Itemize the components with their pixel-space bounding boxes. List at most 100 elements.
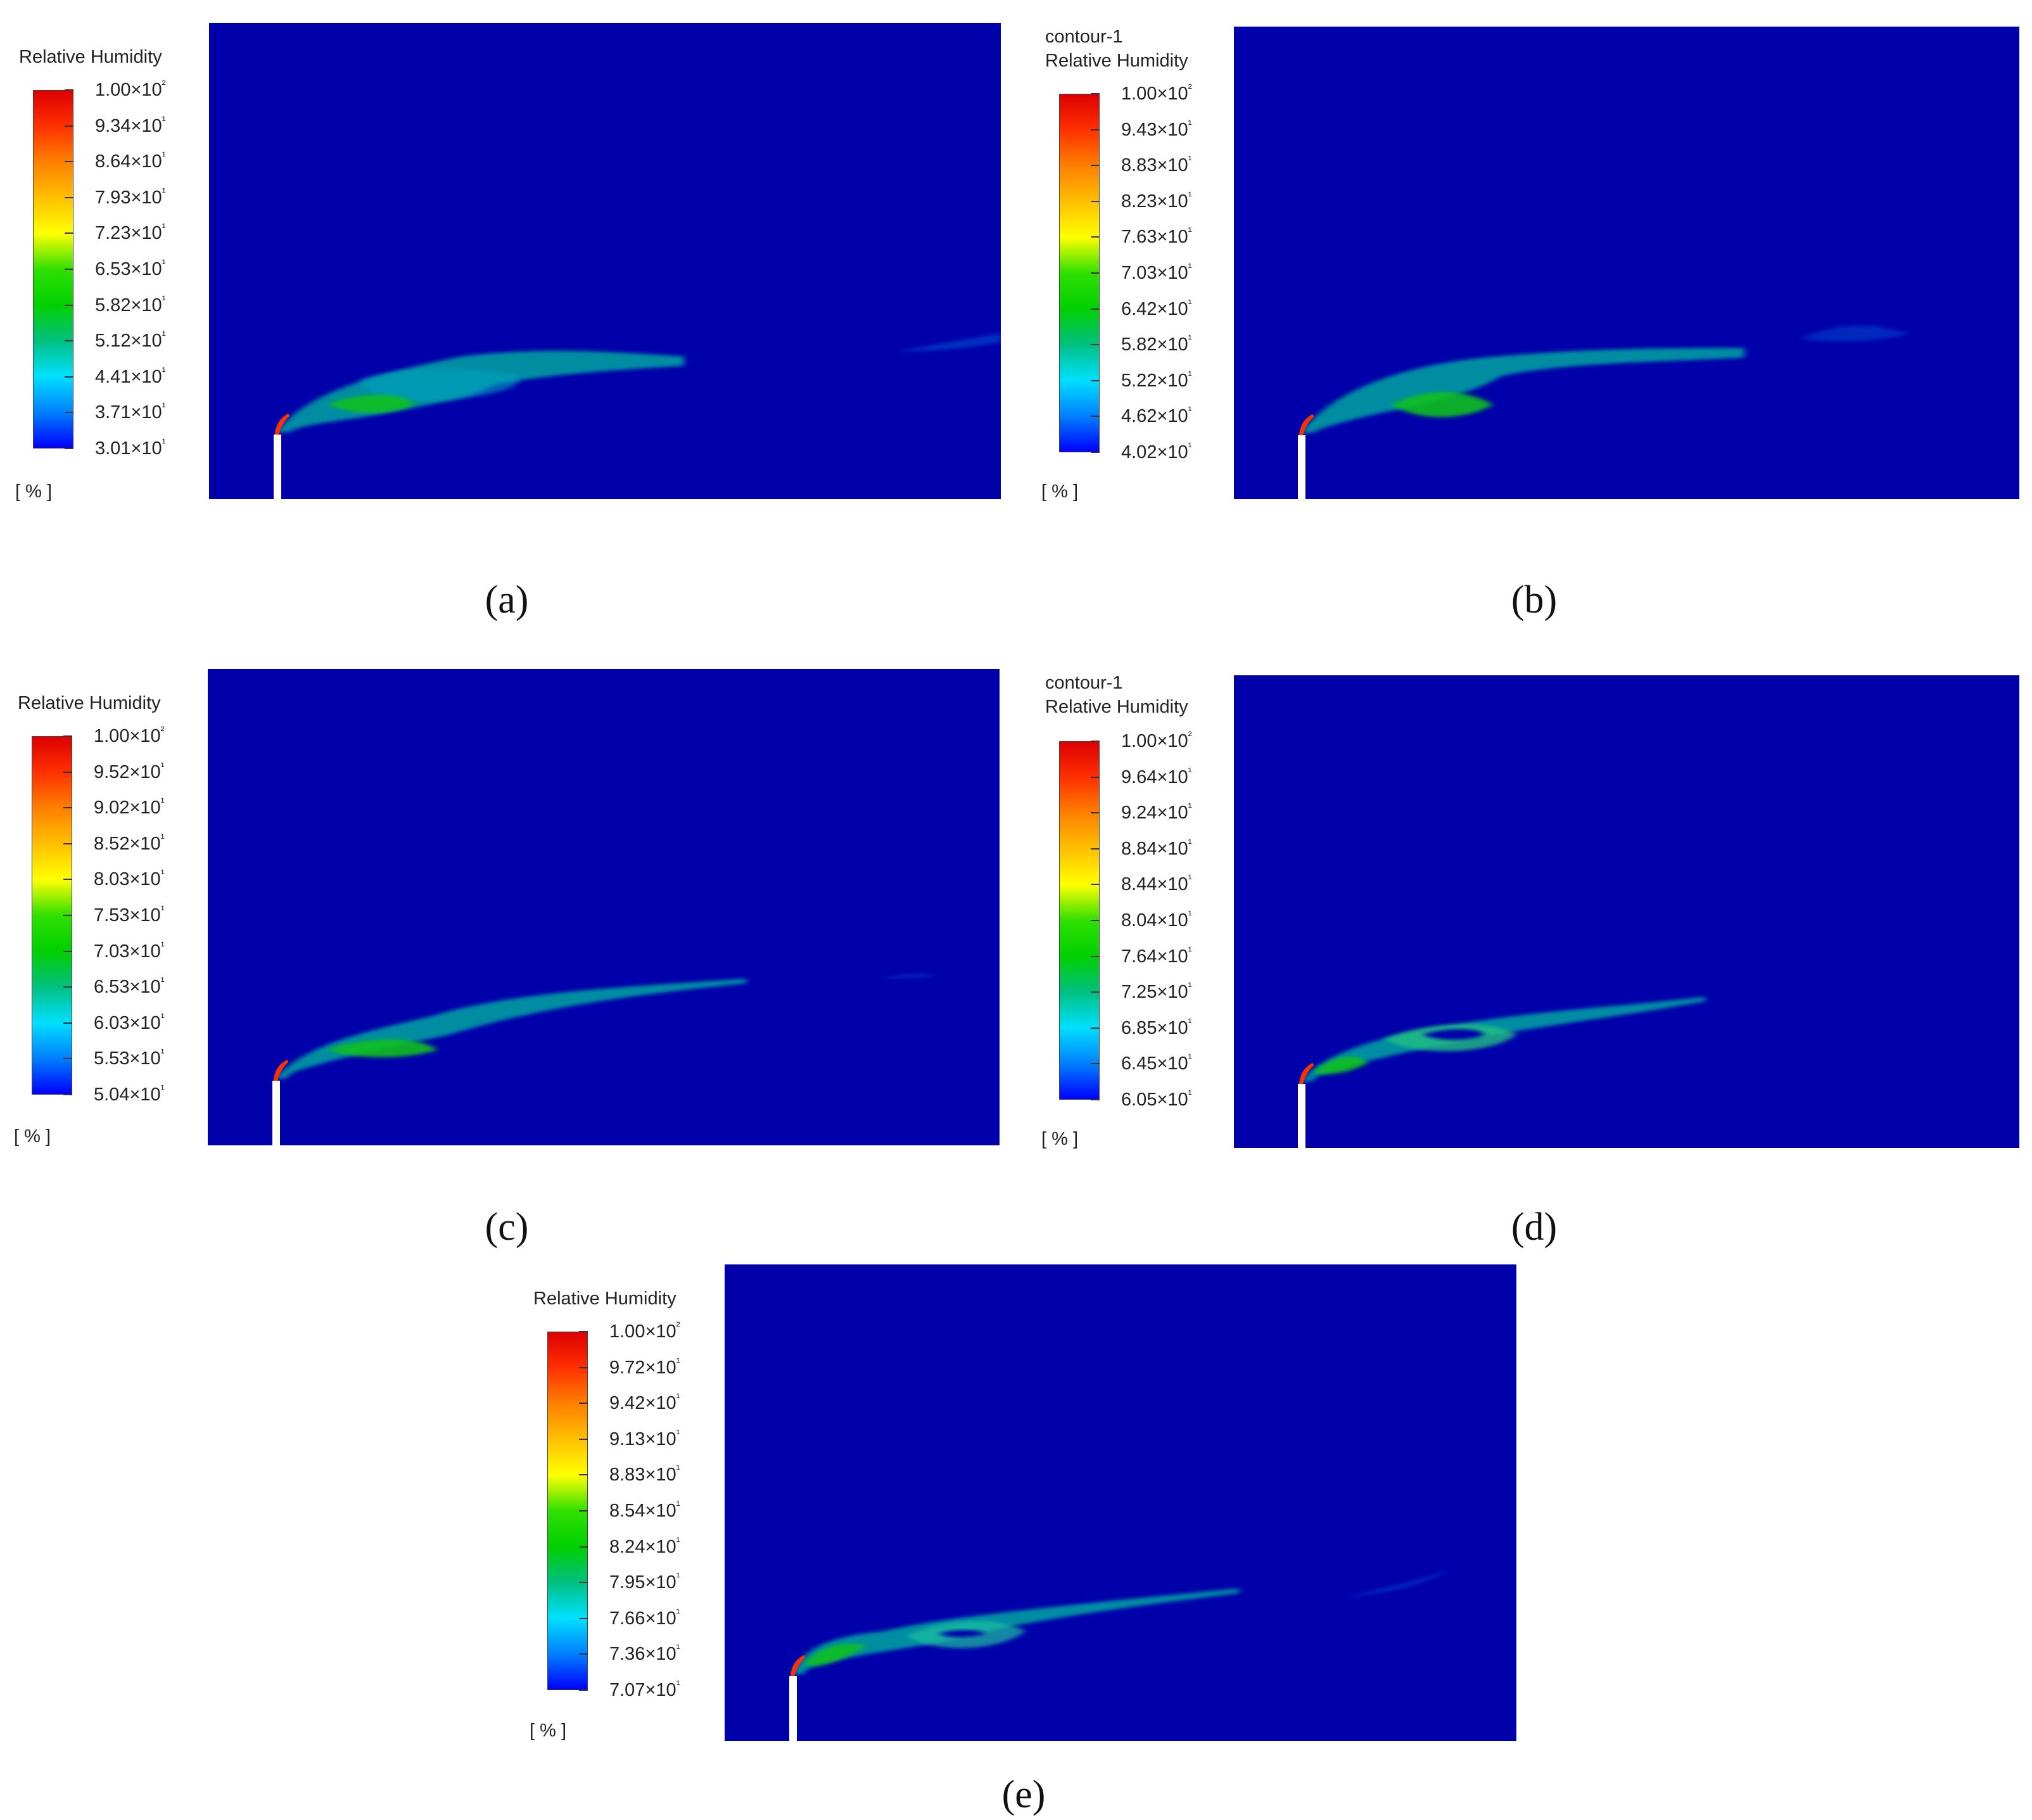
colorbar-tick-label: 8.83×10¹ — [1121, 153, 1192, 176]
panel-caption: (a) — [485, 578, 529, 621]
plume-region — [880, 974, 936, 979]
colorbar-tick — [65, 125, 73, 127]
colorbar-tick-label: 6.85×10¹ — [1121, 1015, 1192, 1038]
plume-region — [898, 332, 1001, 352]
contour-field — [725, 1264, 1516, 1741]
colorbar-tick-label: 8.64×10¹ — [95, 150, 166, 172]
colorbar-tick-label: 9.64×10¹ — [1121, 765, 1192, 787]
colorbar-tick — [1091, 991, 1100, 993]
colorbar-tick-label: 7.03×10¹ — [1121, 261, 1192, 283]
colorbar-tick — [579, 1690, 588, 1691]
panel-caption: (e) — [1001, 1773, 1046, 1816]
colorbar-tick-label: 1.00×10² — [94, 724, 165, 746]
plume-region — [1422, 1029, 1485, 1040]
colorbar-tick — [1091, 165, 1100, 167]
plume-contour — [274, 332, 1001, 435]
colorbar-tick-label: 7.63×10¹ — [1121, 225, 1192, 248]
colorbar-tick — [65, 412, 73, 414]
colorbar-tick — [1091, 920, 1100, 921]
colorbar-tick-label: 5.53×10¹ — [94, 1047, 165, 1069]
plume-contour — [1299, 996, 1705, 1085]
colorbar-tick — [63, 986, 72, 988]
colorbar-tick — [63, 1058, 72, 1060]
colorbar-tick-label: 8.04×10¹ — [1121, 908, 1192, 931]
colorbar-tick — [63, 1022, 72, 1024]
unit-label: [ % ] — [1041, 1129, 1079, 1149]
colorbar-tick-label: 5.04×10¹ — [94, 1083, 165, 1105]
colorbar-tick — [1091, 741, 1100, 742]
colorbar-tick — [579, 1582, 588, 1584]
legend-title: Relative Humidity — [18, 693, 161, 713]
colorbar-tick-label: 7.23×10¹ — [95, 221, 166, 244]
colorbar-tick-label: 8.44×10¹ — [1121, 872, 1192, 895]
colorbar-tick-label: 8.24×10¹ — [609, 1534, 680, 1557]
colorbar-tick-label: 1.00×10² — [95, 78, 166, 100]
source-hotspot — [274, 413, 290, 435]
colorbar-tick-label: 7.03×10¹ — [94, 939, 165, 962]
colorbar-tick — [579, 1438, 588, 1440]
colorbar-tick-label: 7.64×10¹ — [1121, 944, 1192, 967]
colorbar-tick-label: 7.25×10¹ — [1121, 980, 1192, 1003]
colorbar-tick-label: 5.82×10¹ — [95, 293, 166, 315]
colorbar-tick-label: 8.83×10¹ — [609, 1463, 680, 1486]
colorbar-tick-label: 5.12×10¹ — [95, 329, 166, 352]
contour-label: contour-1 — [1045, 673, 1123, 693]
colorbar-tick — [579, 1331, 588, 1332]
colorbar-tick — [579, 1474, 588, 1476]
colorbar-tick-label: 7.66×10¹ — [609, 1606, 680, 1629]
unit-label: [ % ] — [14, 1126, 51, 1147]
colorbar-tick-label: 4.41×10¹ — [95, 364, 166, 387]
plume-region — [1300, 996, 1705, 1082]
colorbar-tick — [1091, 452, 1100, 453]
unit-label: [ % ] — [1041, 481, 1079, 502]
plume-region — [359, 368, 519, 401]
unit-label: [ % ] — [15, 481, 53, 502]
colorbar-tick — [63, 1094, 72, 1095]
plume-region — [1312, 1056, 1368, 1074]
colorbar-tick-label: 5.82×10¹ — [1121, 333, 1192, 355]
colorbar-tick — [65, 304, 73, 306]
colorbar-tick — [65, 196, 73, 198]
colorbar-tick — [1091, 416, 1100, 417]
plume-contour — [790, 1569, 1453, 1677]
plume-contour — [1299, 325, 1910, 436]
colorbar-tick — [1091, 200, 1100, 202]
colorbar-tick — [65, 340, 73, 342]
colorbar-tick — [65, 232, 73, 234]
plume-region — [1391, 392, 1494, 417]
panel-caption: (b) — [1511, 578, 1558, 621]
colorbar-tick — [1091, 344, 1100, 346]
plume-region — [1300, 348, 1744, 433]
plume-region — [326, 1039, 438, 1057]
colorbar-tick — [1091, 884, 1100, 886]
colorbar-tick-label: 6.03×10¹ — [94, 1010, 165, 1033]
colorbar-tick-label: 9.72×10¹ — [609, 1355, 680, 1378]
plume-region — [1799, 325, 1910, 342]
source-hotspot — [1299, 1062, 1314, 1085]
colorbar-tick-label: 8.52×10¹ — [94, 831, 165, 854]
colorbar-tick-label: 6.53×10¹ — [95, 257, 166, 279]
legend-title: Relative Humidity — [1045, 697, 1188, 717]
colorbar-tick-label: 7.95×10¹ — [609, 1570, 680, 1593]
panel-caption: (c) — [485, 1206, 529, 1249]
plume-region — [275, 978, 746, 1079]
colorbar-tick-label: 6.42×10¹ — [1121, 296, 1192, 319]
colorbar-tick-label: 1.00×10² — [609, 1320, 680, 1342]
panel-caption: (d) — [1511, 1206, 1558, 1249]
colorbar-tick — [579, 1366, 588, 1368]
plume-region — [327, 395, 415, 413]
colorbar-tick-label: 7.07×10¹ — [609, 1678, 680, 1700]
colorbar-tick-label: 3.71×10¹ — [95, 400, 166, 423]
colorbar-tick-label: 9.24×10¹ — [1121, 801, 1192, 824]
colorbar-tick-label: 5.22×10¹ — [1121, 368, 1192, 391]
colorbar-tick-label: 7.93×10¹ — [95, 185, 166, 208]
contour-field — [209, 23, 1001, 499]
colorbar-tick-label: 4.02×10¹ — [1121, 440, 1192, 462]
chimney-stack — [1297, 435, 1305, 499]
colorbar-tick-label: 9.42×10¹ — [609, 1391, 680, 1414]
chimney-stack — [789, 1676, 797, 1741]
plume-contour — [273, 974, 936, 1081]
colorbar-tick-label: 9.13×10¹ — [609, 1427, 680, 1449]
contour-field — [208, 669, 1000, 1145]
legend-title: Relative Humidity — [533, 1289, 676, 1309]
